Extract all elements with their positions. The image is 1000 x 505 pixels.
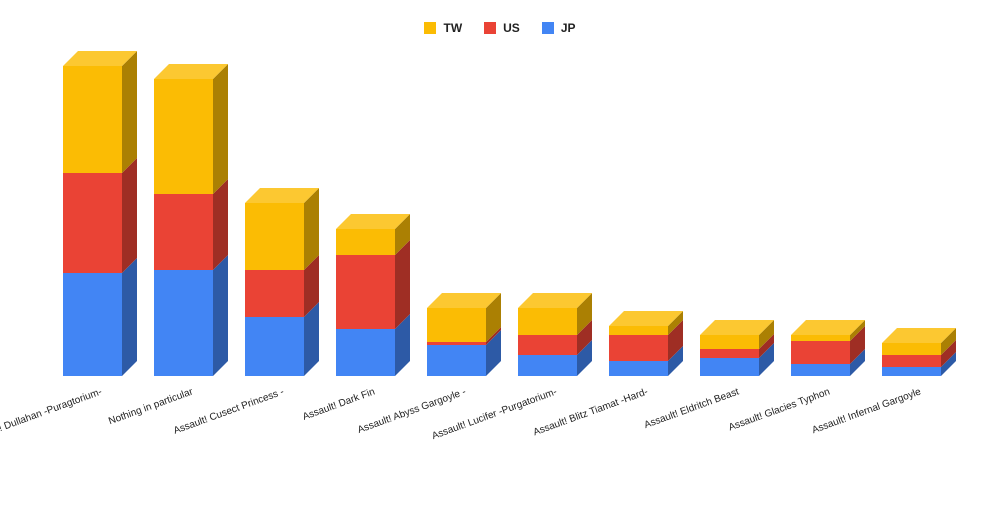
bar-segment-us[interactable] xyxy=(791,341,850,364)
bar-segment-jp[interactable] xyxy=(154,270,213,376)
x-tick-label: Assault! Dullahan -Puragtorium- xyxy=(0,386,104,445)
bar-side-us xyxy=(668,320,683,361)
legend-item-us[interactable]: US xyxy=(484,21,520,35)
bar-segment-tw[interactable] xyxy=(154,79,213,194)
bar-segment-us[interactable] xyxy=(245,270,304,317)
bar-side-jp xyxy=(759,343,774,376)
bar-segment-us[interactable] xyxy=(518,335,577,355)
bar-segment-tw[interactable] xyxy=(791,335,850,341)
bar-stack xyxy=(518,293,592,376)
bar-side-us xyxy=(850,326,865,364)
bar-segment-us[interactable] xyxy=(154,194,213,270)
bar-stack xyxy=(700,320,774,376)
bar-side-jp xyxy=(850,349,865,376)
bar-side-tw xyxy=(850,320,865,341)
bar-side-jp xyxy=(395,314,410,376)
bar-segment-jp[interactable] xyxy=(63,273,122,376)
bar-segment-jp[interactable] xyxy=(882,367,941,376)
bar-side-us xyxy=(759,334,774,358)
bar-segment-tw[interactable] xyxy=(336,229,395,255)
bar-side-jp xyxy=(304,302,319,376)
bar-side-jp xyxy=(941,352,956,376)
bar-segment-tw[interactable] xyxy=(609,326,668,335)
legend-swatch-tw xyxy=(424,22,437,34)
x-tick-label: Nothing in particular xyxy=(107,386,195,427)
bar-top-tw xyxy=(427,293,501,308)
x-tick-label: Assault! Eldritch Beast xyxy=(643,386,741,431)
bar-segment-us[interactable] xyxy=(700,349,759,358)
bar-stack xyxy=(154,64,228,376)
bar-stack xyxy=(791,320,865,376)
bar-stack xyxy=(882,328,956,376)
bar-top-tw xyxy=(518,293,592,308)
bar-segment-jp[interactable] xyxy=(518,355,577,376)
bar-side-jp xyxy=(486,330,501,376)
bar-side-tw xyxy=(122,51,137,173)
bar-side-us xyxy=(941,340,956,367)
bar-segment-us[interactable] xyxy=(609,335,668,361)
bar-top-tw xyxy=(245,188,319,203)
bar-side-us xyxy=(304,255,319,317)
bar-top-tw xyxy=(154,64,228,79)
bar-segment-jp[interactable] xyxy=(700,358,759,376)
bar-side-us xyxy=(213,179,228,270)
bar-segment-jp[interactable] xyxy=(245,317,304,376)
bar-segment-tw[interactable] xyxy=(63,66,122,173)
bar-segment-jp[interactable] xyxy=(791,364,850,376)
bar-top-tw xyxy=(63,51,137,66)
legend-label-jp: JP xyxy=(560,21,576,35)
bar-segment-tw[interactable] xyxy=(882,343,941,355)
bar-segment-us[interactable] xyxy=(427,342,486,345)
bar-top-tw xyxy=(791,320,865,335)
bar-segment-us[interactable] xyxy=(63,173,122,273)
bar-side-jp xyxy=(668,346,683,376)
bar-segment-jp[interactable] xyxy=(336,329,395,376)
bar-segment-tw[interactable] xyxy=(518,308,577,335)
bar-segment-jp[interactable] xyxy=(609,361,668,376)
legend-label-tw: TW xyxy=(443,21,463,35)
bar-side-tw xyxy=(486,293,501,342)
bar-side-jp xyxy=(577,340,592,376)
bar-stack xyxy=(336,214,410,376)
bar-segment-tw[interactable] xyxy=(245,203,304,270)
bar-side-us xyxy=(122,158,137,273)
legend-label-us: US xyxy=(503,21,520,35)
bar-top-tw xyxy=(700,320,774,335)
bar-segment-tw[interactable] xyxy=(427,308,486,342)
bar-side-tw xyxy=(395,214,410,255)
legend-item-jp[interactable]: JP xyxy=(541,21,576,35)
bar-side-us xyxy=(395,240,410,329)
bar-side-us xyxy=(577,320,592,355)
legend-swatch-us xyxy=(484,22,497,34)
bar-side-tw xyxy=(759,320,774,349)
bar-side-us xyxy=(486,327,501,345)
bar-segment-jp[interactable] xyxy=(427,345,486,376)
bar-side-tw xyxy=(213,64,228,194)
bar-stack xyxy=(63,51,137,376)
bar-stack xyxy=(427,293,501,376)
legend-item-tw[interactable]: TW xyxy=(424,21,462,35)
bar-stack xyxy=(609,311,683,376)
bar-side-tw xyxy=(304,188,319,270)
bar-side-jp xyxy=(213,255,228,376)
legend: TW US JP xyxy=(0,21,1000,35)
legend-swatch-jp xyxy=(541,22,554,34)
bar-segment-us[interactable] xyxy=(336,255,395,329)
bar-segment-tw[interactable] xyxy=(700,335,759,349)
bar-stack xyxy=(245,188,319,376)
bar-side-tw xyxy=(941,328,956,355)
bar-side-tw xyxy=(577,293,592,335)
bar-top-tw xyxy=(609,311,683,326)
bar-segment-us[interactable] xyxy=(882,355,941,367)
x-tick-label: Assault! Dark Fin xyxy=(301,386,376,422)
bar-top-tw xyxy=(882,328,956,343)
bar-side-jp xyxy=(122,258,137,376)
bar-side-tw xyxy=(668,311,683,335)
bar-top-tw xyxy=(336,214,410,229)
